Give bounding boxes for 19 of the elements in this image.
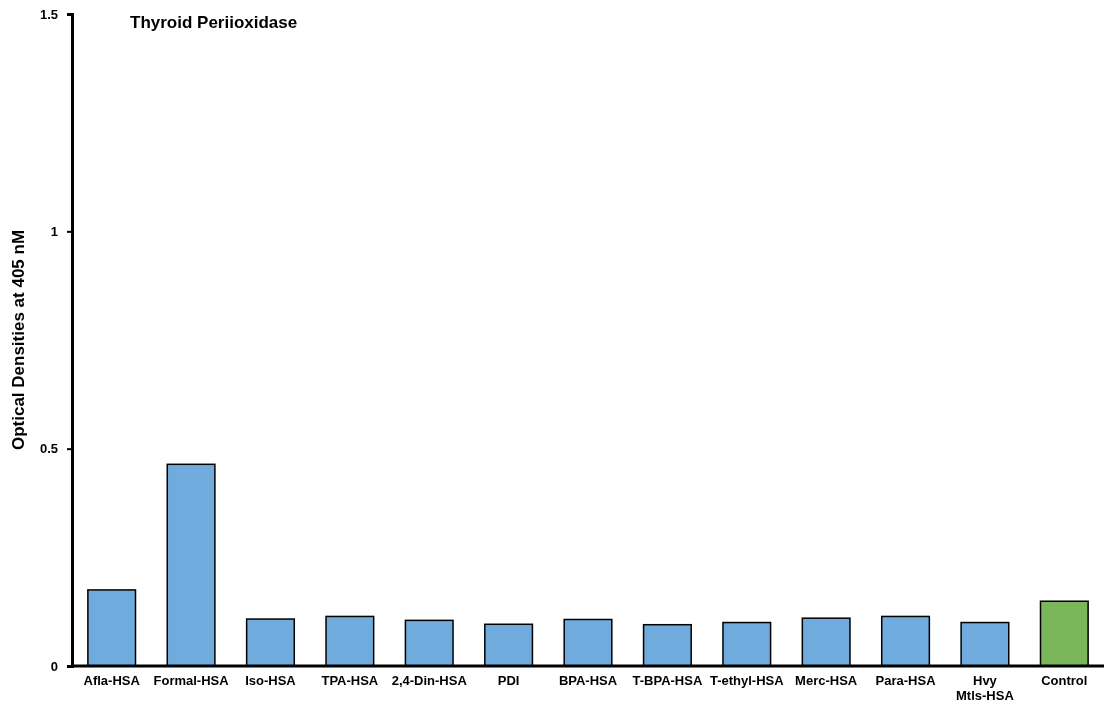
x-tick-label: T-ethyl-HSA (709, 673, 785, 688)
x-tick-label: BPA-HSA (558, 673, 618, 688)
x-tick-label: TPA-HSA (321, 673, 379, 688)
y-axis-title: Optical Densities at 405 nM (9, 229, 28, 451)
y-tick-label: 1 (50, 223, 58, 239)
x-tick-label: Control (1041, 673, 1088, 688)
x-tick-label: PDI (497, 673, 520, 688)
x-tick-label: Afla-HSA (83, 673, 141, 688)
y-tick-label: 0.5 (39, 441, 58, 457)
x-tick-label: Merc-HSA (795, 673, 858, 688)
x-tick-label: Para-HSA (875, 673, 937, 688)
x-tick-label: 2,4-Din-HSA (391, 673, 468, 688)
chart-title: Thyroid Periioxidase (130, 13, 298, 32)
x-tick-label: T-BPA-HSA (632, 673, 703, 688)
x-tick-label: Formal-HSA (153, 673, 230, 688)
x-tick-label: Hvy Mtls-HSA (956, 673, 1015, 703)
y-tick-label: 0 (50, 658, 58, 674)
y-tick-label: 1.5 (39, 6, 58, 22)
x-tick-label: Iso-HSA (245, 673, 297, 688)
